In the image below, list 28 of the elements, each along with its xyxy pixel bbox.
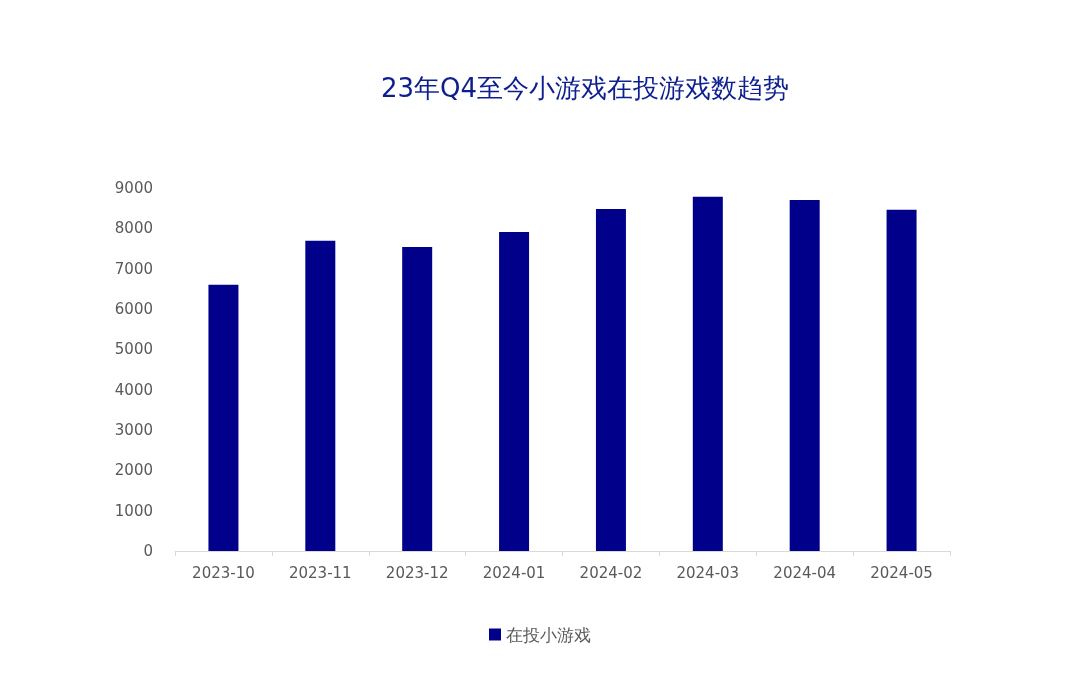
legend-label: 在投小游戏 xyxy=(506,624,591,645)
bar xyxy=(305,240,336,551)
bar xyxy=(886,209,917,551)
x-tick-label: 2023-12 xyxy=(385,563,449,582)
x-tick-label: 2024-01 xyxy=(482,563,546,582)
bar xyxy=(595,208,626,551)
y-tick-label: 9000 xyxy=(114,179,153,197)
x-tick-label: 2023-11 xyxy=(288,563,352,582)
x-tick-label: 2023-10 xyxy=(192,563,255,582)
bar xyxy=(789,200,820,551)
chart-title: 23年Q4至今小游戏在投游戏数趋势 xyxy=(380,73,790,103)
y-tick-label: 7000 xyxy=(114,259,153,278)
y-tick-label: 6000 xyxy=(114,300,153,318)
y-tick-label: 2000 xyxy=(114,461,153,480)
y-tick-label: 0 xyxy=(143,542,153,560)
x-tick-label: 2024-03 xyxy=(676,563,740,582)
x-tick-label: 2024-05 xyxy=(870,563,933,582)
bar xyxy=(499,231,530,551)
y-tick-label: 3000 xyxy=(114,421,153,439)
y-tick-label: 4000 xyxy=(114,380,153,399)
bar xyxy=(402,246,433,551)
x-tick-label: 2024-04 xyxy=(773,563,837,582)
y-tick-label: 5000 xyxy=(114,340,153,359)
y-tick-label: 1000 xyxy=(114,501,153,520)
x-tick-label: 2024-02 xyxy=(579,563,643,582)
bar xyxy=(692,196,723,551)
bar xyxy=(208,284,239,551)
y-tick-label: 8000 xyxy=(114,219,153,238)
